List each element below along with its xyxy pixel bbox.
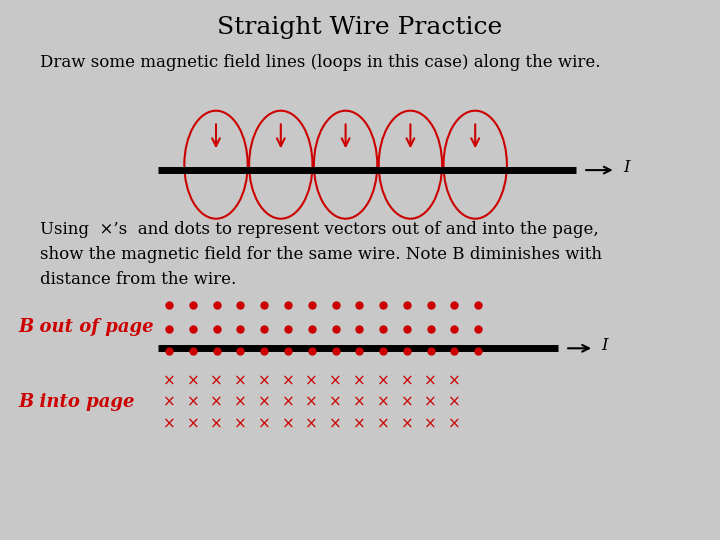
Text: ×: × (329, 416, 342, 431)
Text: ×: × (163, 395, 176, 410)
Text: ×: × (448, 395, 461, 410)
Text: ×: × (400, 395, 413, 410)
Text: ×: × (234, 373, 247, 388)
Text: ×: × (234, 416, 247, 431)
Text: ×: × (353, 395, 366, 410)
Text: ×: × (448, 373, 461, 388)
Text: ×: × (424, 373, 437, 388)
Text: ×: × (353, 373, 366, 388)
Text: ×: × (282, 395, 294, 410)
Text: ×: × (377, 416, 390, 431)
Text: ×: × (377, 373, 390, 388)
Text: ×: × (400, 416, 413, 431)
Text: B out of page: B out of page (18, 318, 153, 336)
Text: Draw some magnetic field lines (loops in this case) along the wire.: Draw some magnetic field lines (loops in… (40, 54, 600, 71)
Text: ×: × (163, 373, 176, 388)
Text: ×: × (305, 373, 318, 388)
Text: ×: × (258, 395, 271, 410)
Text: ×: × (353, 416, 366, 431)
Text: ×: × (329, 373, 342, 388)
Text: ×: × (448, 416, 461, 431)
Text: ×: × (329, 395, 342, 410)
Text: ×: × (258, 373, 271, 388)
Text: ×: × (305, 395, 318, 410)
Text: ×: × (186, 373, 199, 388)
Text: ×: × (424, 416, 437, 431)
Text: ×: × (210, 416, 223, 431)
Text: ×: × (186, 395, 199, 410)
Text: ×: × (377, 395, 390, 410)
Text: Using  ×’s  and dots to represent vectors out of and into the page,
show the mag: Using ×’s and dots to represent vectors … (40, 221, 602, 288)
Text: ×: × (282, 373, 294, 388)
Text: ×: × (186, 416, 199, 431)
Text: Straight Wire Practice: Straight Wire Practice (217, 16, 503, 39)
Text: ×: × (282, 416, 294, 431)
Text: ×: × (400, 373, 413, 388)
Text: I: I (601, 337, 608, 354)
Text: ×: × (424, 395, 437, 410)
Text: ×: × (210, 395, 223, 410)
Text: ×: × (305, 416, 318, 431)
Text: B into page: B into page (18, 393, 135, 411)
Text: ×: × (258, 416, 271, 431)
Text: ×: × (210, 373, 223, 388)
Text: ×: × (234, 395, 247, 410)
Text: I: I (623, 159, 629, 176)
Text: ×: × (163, 416, 176, 431)
